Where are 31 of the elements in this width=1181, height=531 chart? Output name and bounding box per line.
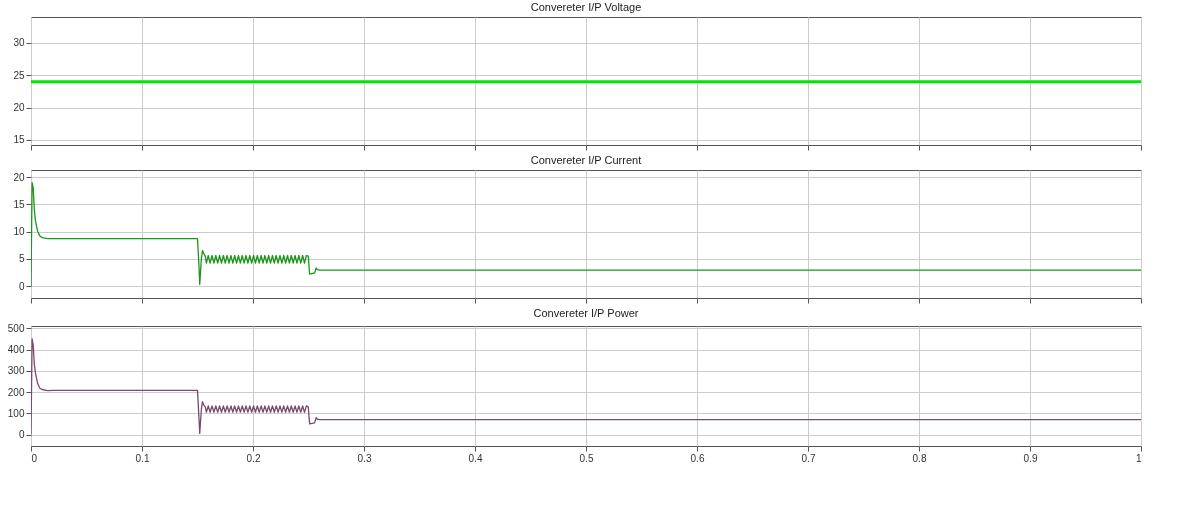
x-tick-label: 0.6 [690,452,705,464]
x-tick-label: 0.2 [246,452,261,464]
y-tick-label: 300 [7,365,25,377]
x-tick-label: 0.4 [468,452,483,464]
chart-title: Convereter I/P Voltage [530,1,642,13]
y-tick-label: 15 [13,134,25,146]
y-tick-label: 20 [13,102,25,114]
y-tick-label: 100 [7,407,25,419]
y-tick-label: 500 [7,322,25,334]
chart-title: Convereter I/P Current [530,154,642,166]
line-series [31,338,1141,436]
y-tick-label: 30 [13,37,25,49]
chart-title: Convereter I/P Power [533,307,639,320]
y-tick-label: 5 [18,253,25,265]
x-tick-label: 0.7 [801,452,816,464]
x-tick-label: 0.8 [912,452,927,464]
x-tick-label: 0 [31,452,38,464]
y-tick-label: 200 [7,386,25,398]
x-tick-label: 0.9 [1023,452,1038,464]
x-tick-label: 0.1 [135,452,150,464]
y-tick-label: 25 [13,69,25,81]
y-tick-label: 400 [7,344,25,356]
x-tick-label: 1 [1135,452,1142,464]
y-tick-label: 15 [13,198,25,210]
y-tick-label: 20 [13,171,25,183]
y-tick-label: 0 [18,429,25,441]
line-series [31,181,1141,287]
x-tick-label: 0.3 [357,452,372,464]
y-tick-label: 0 [18,280,25,292]
x-tick-label: 0.5 [579,452,594,464]
y-tick-label: 10 [13,226,25,238]
